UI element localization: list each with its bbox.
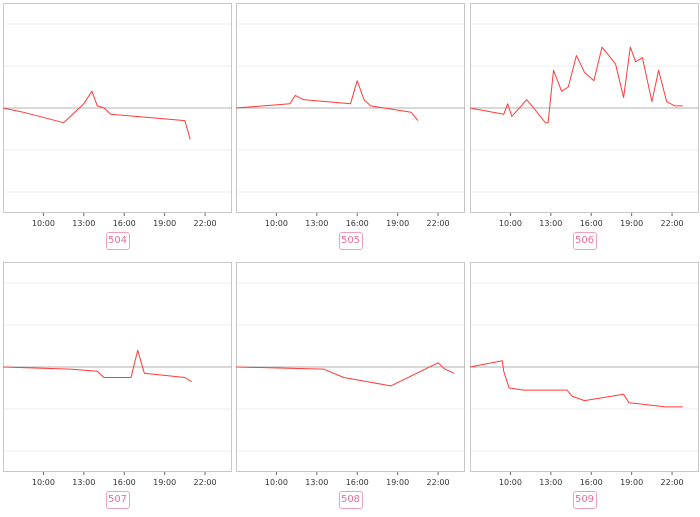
x-tick-label: 13:00	[539, 478, 562, 487]
panel-badge[interactable]: 507	[105, 491, 130, 509]
x-tick-label: 22:00	[661, 219, 684, 228]
chart-svg: 10:00 13:00 16:00 19:00 22:00	[235, 262, 465, 487]
series-line	[2, 349, 192, 383]
x-tick-label: 19:00	[620, 219, 643, 228]
chart-panel-508: 10:00 13:00 16:00 19:00 22:00 508	[235, 262, 465, 517]
panel-badge[interactable]: 509	[572, 491, 597, 509]
x-tick-label: 16:00	[580, 478, 603, 487]
x-tick-label: 22:00	[427, 219, 450, 228]
x-tick-label: 10:00	[32, 219, 55, 228]
x-tick-label: 19:00	[620, 478, 643, 487]
chart-svg: 10:00 13:00 16:00 19:00 22:00	[469, 3, 699, 228]
x-tick-label: 13:00	[539, 219, 562, 228]
x-tick-label: 22:00	[661, 478, 684, 487]
series-line	[235, 362, 455, 387]
x-tick-label: 19:00	[153, 478, 176, 487]
x-tick-label: 10:00	[32, 478, 55, 487]
x-tick-label: 10:00	[265, 478, 288, 487]
series-line	[2, 90, 191, 140]
chart-panel-507: 10:00 13:00 16:00 19:00 22:00 507	[2, 262, 232, 517]
x-tick-label: 22:00	[427, 478, 450, 487]
x-tick-label: 16:00	[580, 219, 603, 228]
x-tick-label: 19:00	[386, 478, 409, 487]
panel-badge[interactable]: 508	[338, 491, 363, 509]
series-line	[469, 46, 683, 124]
chart-svg: 10:00 13:00 16:00 19:00 22:00	[2, 3, 232, 228]
chart-svg: 10:00 13:00 16:00 19:00 22:00	[2, 262, 232, 487]
x-tick-label: 19:00	[386, 219, 409, 228]
panel-badge[interactable]: 505	[338, 232, 363, 250]
x-tick-label: 22:00	[194, 478, 217, 487]
chart-panel-509: 10:00 13:00 16:00 19:00 22:00 509	[469, 262, 699, 517]
panel-badge[interactable]: 506	[572, 232, 597, 250]
x-tick-label: 10:00	[499, 219, 522, 228]
x-tick-label: 10:00	[265, 219, 288, 228]
chart-panel-504: 10:00 13:00 16:00 19:00 22:00 504	[2, 3, 232, 258]
x-tick-label: 13:00	[305, 219, 328, 228]
series-line	[469, 360, 683, 408]
chart-svg: 10:00 13:00 16:00 19:00 22:00	[235, 3, 465, 228]
x-tick-label: 16:00	[113, 478, 136, 487]
chart-svg: 10:00 13:00 16:00 19:00 22:00	[469, 262, 699, 487]
series-line	[235, 80, 419, 121]
chart-panel-505: 10:00 13:00 16:00 19:00 22:00 505	[235, 3, 465, 258]
x-tick-label: 13:00	[72, 478, 95, 487]
x-tick-label: 16:00	[113, 219, 136, 228]
x-tick-label: 16:00	[346, 219, 369, 228]
x-tick-label: 13:00	[72, 219, 95, 228]
x-tick-label: 16:00	[346, 478, 369, 487]
x-tick-label: 22:00	[194, 219, 217, 228]
panel-badge[interactable]: 504	[105, 232, 130, 250]
x-tick-label: 10:00	[499, 478, 522, 487]
chart-panel-506: 10:00 13:00 16:00 19:00 22:00 506	[469, 3, 699, 258]
x-tick-label: 19:00	[153, 219, 176, 228]
x-tick-label: 13:00	[305, 478, 328, 487]
